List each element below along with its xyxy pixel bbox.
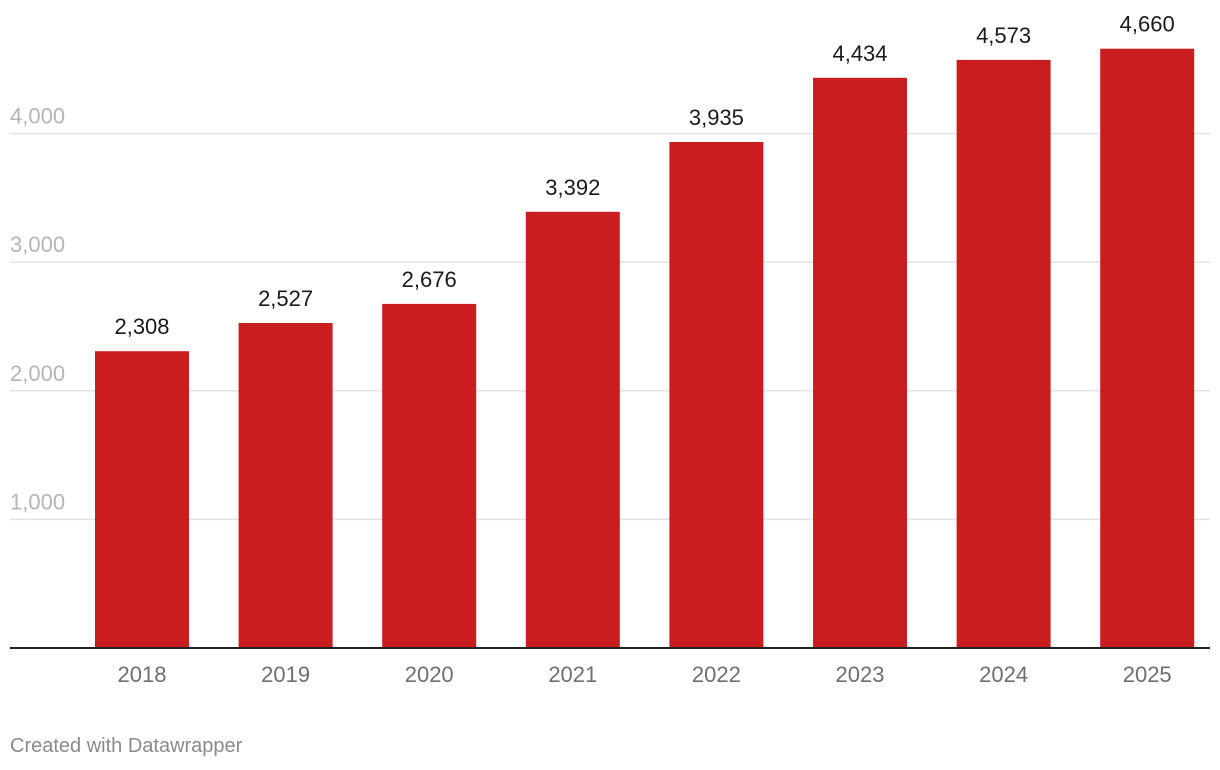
- data-label-2018: 2,308: [114, 314, 169, 339]
- data-label-2024: 4,573: [976, 23, 1031, 48]
- data-label-2022: 3,935: [689, 105, 744, 130]
- data-label-2020: 2,676: [402, 267, 457, 292]
- y-tick-label-3000: 3,000: [10, 232, 65, 257]
- y-tick-label-2000: 2,000: [10, 361, 65, 386]
- data-label-2023: 4,434: [832, 41, 887, 66]
- y-tick-label-1000: 1,000: [10, 489, 65, 514]
- bar-2019: [238, 323, 333, 648]
- x-tick-label-2025: 2025: [1123, 662, 1172, 687]
- data-label-2025: 4,660: [1120, 12, 1175, 37]
- x-tick-label-2021: 2021: [548, 662, 597, 687]
- data-labels: 2,308 2,527 2,676 3,392 3,935 4,434 4,573 4,660: [114, 12, 1174, 340]
- bar-2021: [525, 211, 620, 649]
- data-label-2019: 2,527: [258, 286, 313, 311]
- x-tick-label-2019: 2019: [261, 662, 310, 687]
- bar-2023: [813, 77, 907, 649]
- y-tick-label-4000: 4,000: [10, 104, 65, 129]
- x-axis-tick-labels: 2018 2019 2020 2021 2022 2023 2024 2025: [118, 662, 1172, 687]
- data-label-2021: 3,392: [545, 175, 600, 200]
- datawrapper-credit: Created with Datawrapper: [10, 735, 243, 757]
- x-tick-label-2023: 2023: [836, 662, 885, 687]
- bar-2022: [669, 142, 764, 648]
- x-tick-label-2024: 2024: [979, 662, 1028, 687]
- bar-2018: [95, 351, 189, 648]
- y-axis-tick-labels: 1,000 2,000 3,000 4,000: [10, 104, 65, 515]
- x-tick-label-2022: 2022: [692, 662, 741, 687]
- x-tick-label-2018: 2018: [118, 662, 167, 687]
- bars: [95, 48, 1195, 649]
- bar-2025: [1100, 48, 1195, 648]
- bar-2020: [382, 303, 477, 648]
- bar-2024: [956, 59, 1051, 648]
- x-tick-label-2020: 2020: [405, 662, 454, 687]
